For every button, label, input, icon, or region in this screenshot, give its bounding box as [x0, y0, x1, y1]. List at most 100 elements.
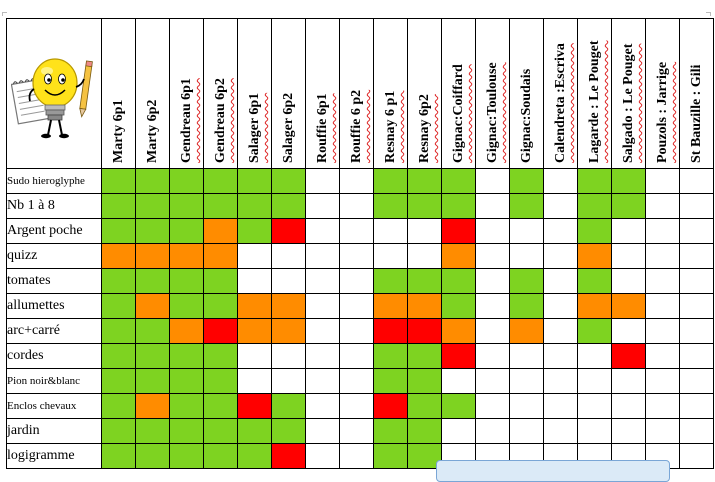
status-cell [203, 243, 238, 269]
status-cell [441, 318, 476, 344]
column-header: Gignac:Soudais [509, 18, 544, 169]
status-cell [679, 218, 714, 244]
status-cell [373, 318, 408, 344]
status-cell [101, 293, 136, 319]
status-cell [509, 318, 544, 344]
status-cell [373, 368, 408, 394]
status-cell [577, 393, 612, 419]
status-cell [135, 393, 170, 419]
status-cell [577, 343, 612, 369]
status-cell [679, 293, 714, 319]
status-cell [475, 418, 510, 444]
status-cell [509, 243, 544, 269]
status-cell [577, 318, 612, 344]
status-cell [509, 293, 544, 319]
status-cell [645, 418, 680, 444]
status-cell [305, 193, 340, 219]
status-cell [373, 293, 408, 319]
status-cell [169, 193, 204, 219]
status-cell [373, 343, 408, 369]
table-row: tomates [6, 268, 714, 294]
column-header: Marty 6p2 [135, 18, 170, 169]
status-cell [135, 168, 170, 194]
status-cell [645, 243, 680, 269]
status-cell [305, 243, 340, 269]
status-cell [645, 293, 680, 319]
status-cell [101, 193, 136, 219]
status-cell [305, 418, 340, 444]
status-cell [645, 168, 680, 194]
status-cell [101, 318, 136, 344]
status-cell [509, 368, 544, 394]
status-cell [169, 418, 204, 444]
column-header: Resnay 6p2 [407, 18, 442, 169]
status-cell [407, 218, 442, 244]
column-header-label: Pouzols : Jarrige [654, 61, 670, 163]
status-cell [135, 293, 170, 319]
status-cell [577, 243, 612, 269]
status-cell [237, 193, 272, 219]
status-cell [475, 318, 510, 344]
column-header-label: Gendreau 6p2 [212, 78, 228, 163]
status-cell [101, 168, 136, 194]
status-cell [475, 268, 510, 294]
status-cell [271, 418, 306, 444]
status-cell [441, 393, 476, 419]
status-cell [169, 243, 204, 269]
column-header: Rouffie 6 p2 [339, 18, 374, 169]
status-cell [577, 193, 612, 219]
status-cell [577, 368, 612, 394]
status-cell [203, 343, 238, 369]
status-cell [611, 418, 646, 444]
status-cell [645, 393, 680, 419]
status-cell [203, 293, 238, 319]
status-cell [203, 443, 238, 469]
status-cell [203, 193, 238, 219]
status-cell [135, 318, 170, 344]
column-header: Pouzols : Jarrige [645, 18, 680, 169]
status-cell [135, 243, 170, 269]
column-header-label: Resnay 6 p1 [382, 90, 398, 163]
status-cell [135, 418, 170, 444]
status-cell [645, 318, 680, 344]
status-cell [305, 318, 340, 344]
status-cell [543, 268, 578, 294]
column-header-label: Marty 6p1 [110, 99, 126, 163]
status-cell [135, 268, 170, 294]
status-cell [611, 218, 646, 244]
status-cell [271, 193, 306, 219]
status-cell [271, 343, 306, 369]
results-table: Marty 6p1 Marty 6p2 Gendreau 6p1 Gendreau 6… [6, 18, 714, 469]
status-cell [339, 293, 374, 319]
status-cell [441, 418, 476, 444]
status-cell [645, 343, 680, 369]
status-cell [169, 268, 204, 294]
status-cell [645, 368, 680, 394]
status-cell [203, 168, 238, 194]
status-cell [509, 218, 544, 244]
status-cell [203, 268, 238, 294]
status-cell [101, 368, 136, 394]
status-cell [407, 243, 442, 269]
row-label: Argent poche [6, 218, 102, 244]
status-cell [509, 418, 544, 444]
table-row: arc+carré [6, 318, 714, 344]
status-cell [611, 318, 646, 344]
status-cell [577, 218, 612, 244]
status-cell [441, 168, 476, 194]
status-cell [373, 193, 408, 219]
status-cell [339, 343, 374, 369]
status-cell [611, 243, 646, 269]
row-label: jardin [6, 418, 102, 444]
status-cell [543, 418, 578, 444]
table-row: Pion noir&blanc [6, 368, 714, 394]
status-cell [101, 393, 136, 419]
status-cell [679, 393, 714, 419]
status-cell [101, 243, 136, 269]
status-cell [339, 168, 374, 194]
crop-mark-right [706, 12, 711, 16]
status-cell [373, 418, 408, 444]
status-cell [271, 318, 306, 344]
status-cell [611, 393, 646, 419]
status-cell [441, 218, 476, 244]
